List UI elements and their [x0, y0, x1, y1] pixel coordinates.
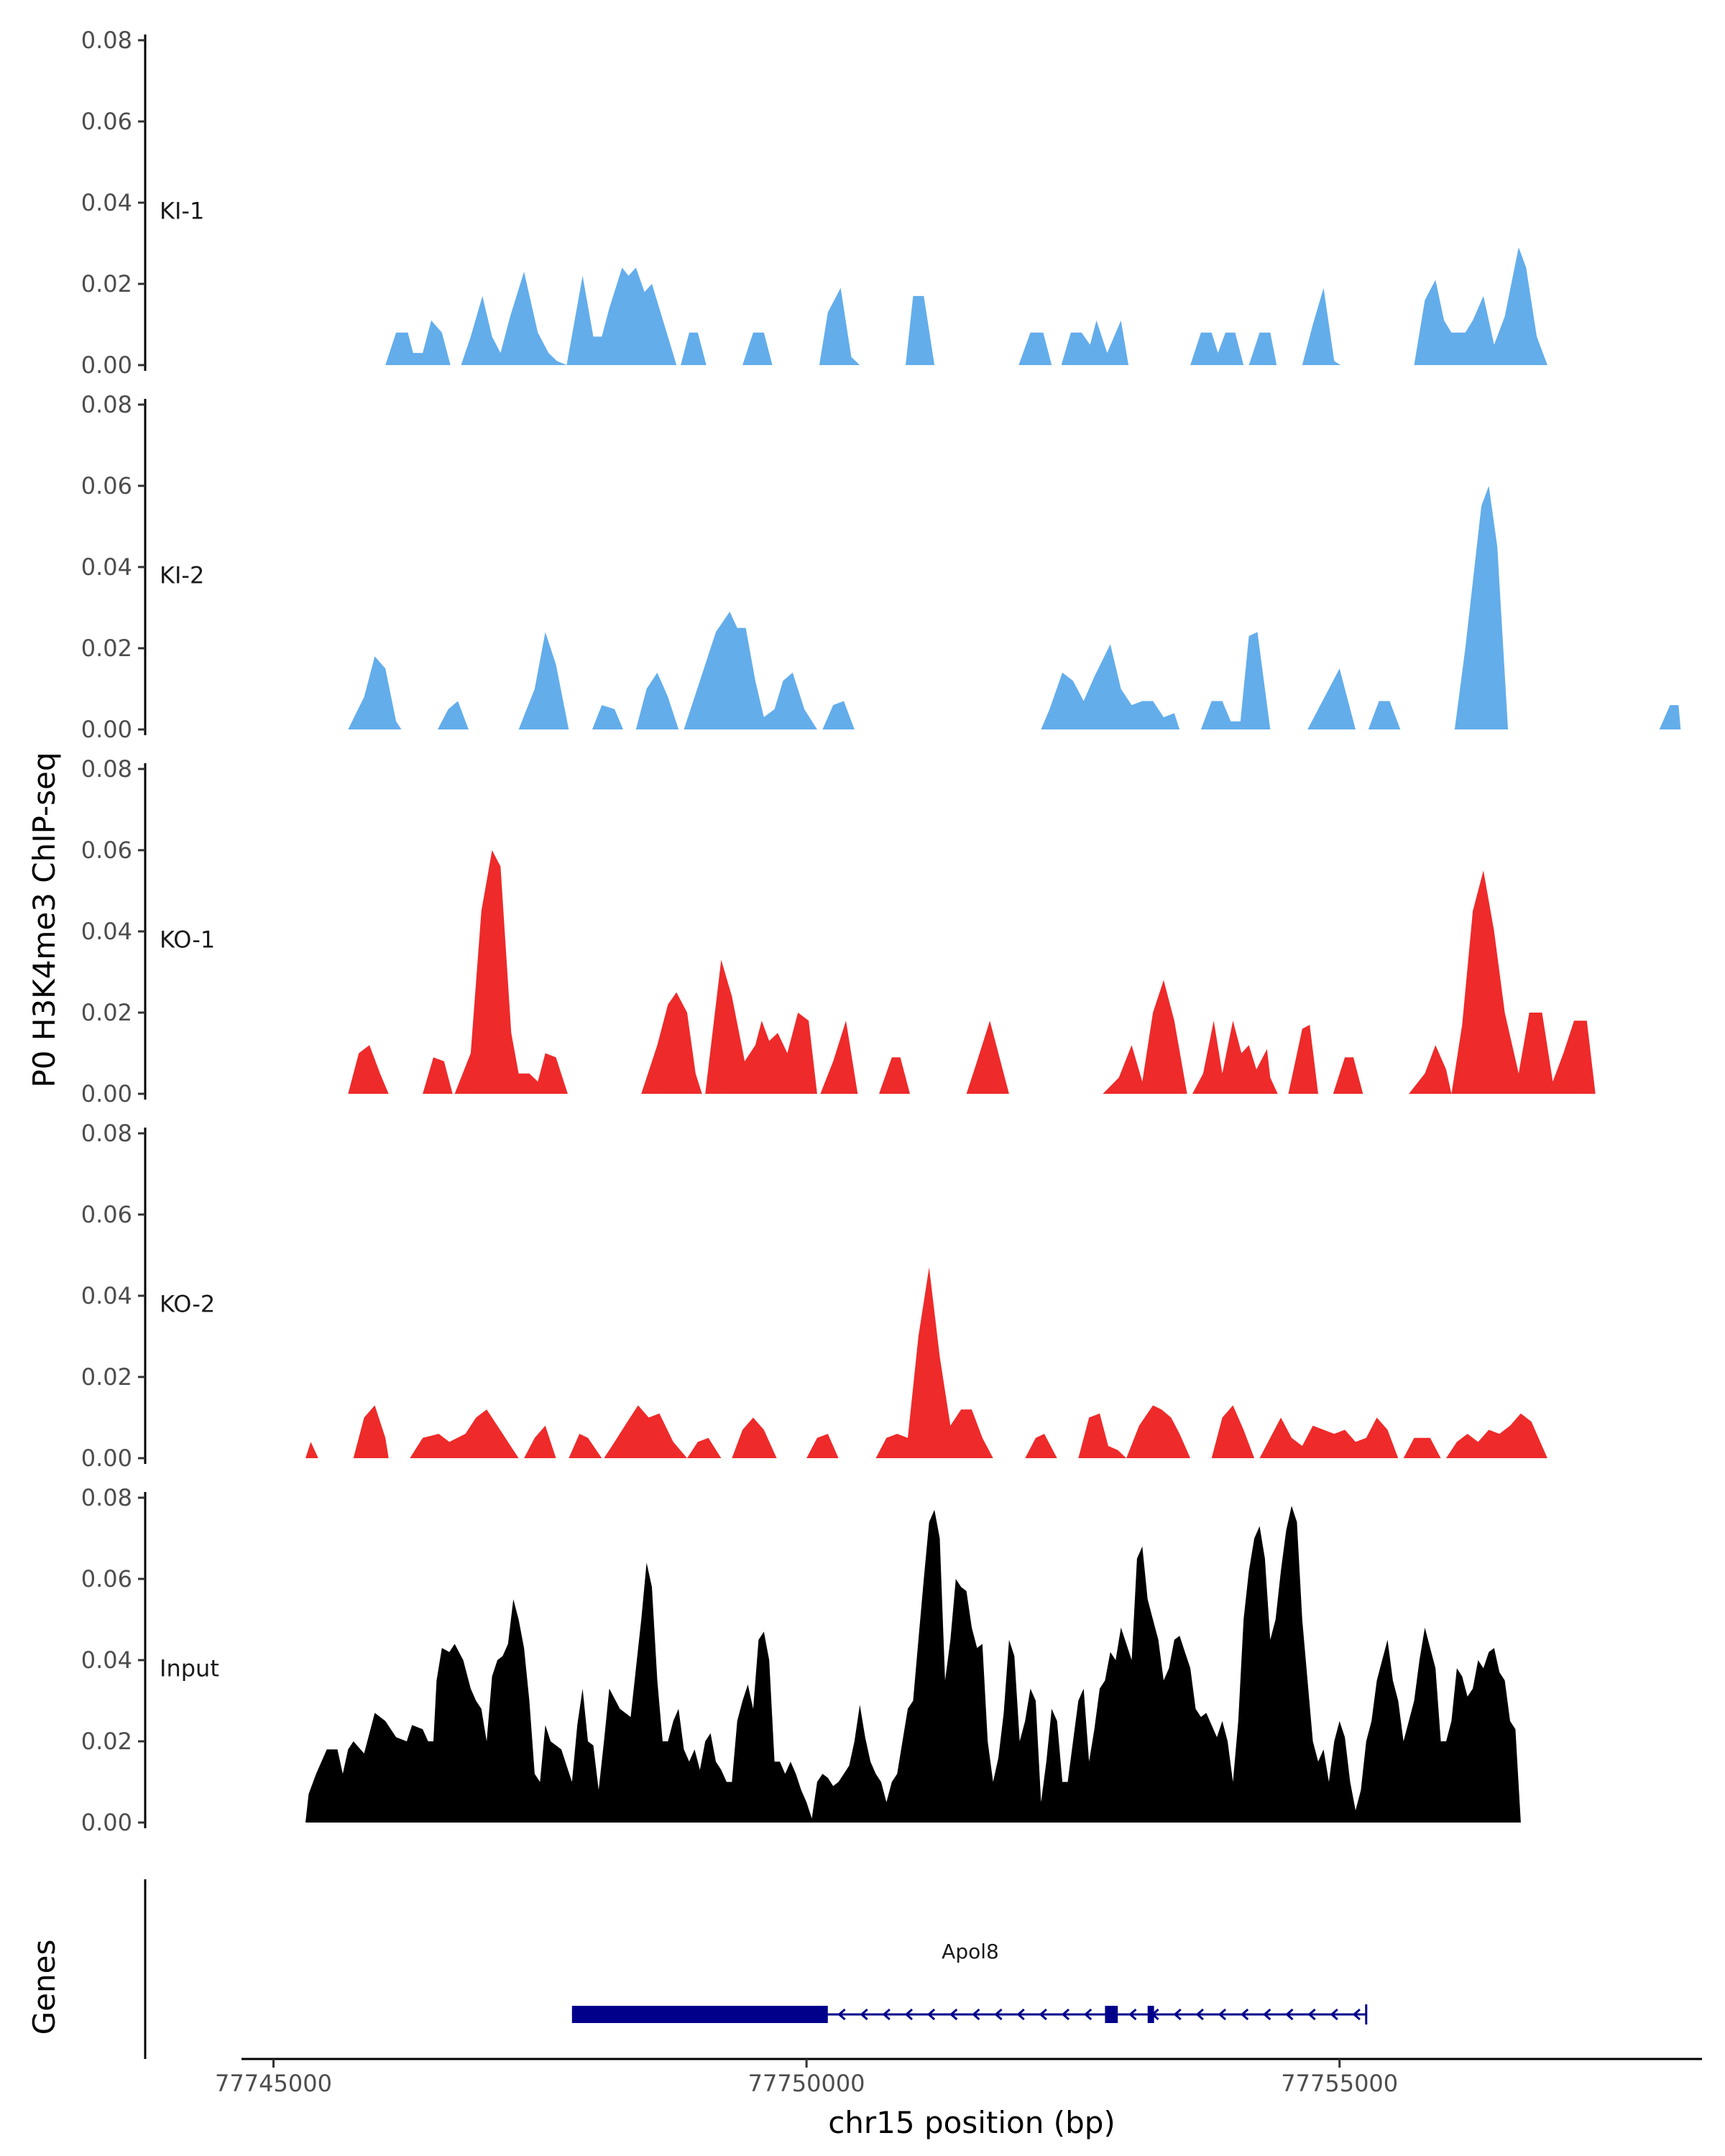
gene-exon — [1105, 2006, 1118, 2023]
y-tick-label: 0.04 — [81, 553, 132, 581]
y-tick-label: 0.06 — [81, 108, 132, 135]
y-axis-title: P0 H3K4me3 ChIP-seq — [27, 752, 62, 1087]
strand-arrow — [1083, 2008, 1092, 2021]
strand-arrow — [837, 2008, 846, 2021]
y-tick-label: 0.08 — [81, 391, 132, 418]
y-tick-label: 0.08 — [81, 27, 132, 54]
strand-arrow — [1352, 2008, 1361, 2021]
track-label-ko-1: KO-1 — [160, 926, 215, 953]
signal-area-ko-1 — [348, 850, 1596, 1094]
y-tick-label: 0.00 — [81, 1445, 132, 1472]
signal-area-ko-2 — [305, 1267, 1547, 1458]
strand-arrow — [1016, 2008, 1025, 2021]
y-tick-label: 0.02 — [81, 1363, 132, 1391]
y-tick-label: 0.08 — [81, 1484, 132, 1511]
strand-arrow — [1061, 2008, 1070, 2021]
track-label-input: Input — [160, 1654, 219, 1682]
strand-arrow — [949, 2008, 958, 2021]
y-tick-label: 0.08 — [81, 1120, 132, 1147]
strand-arrow — [1195, 2008, 1204, 2021]
strand-arrow — [860, 2008, 868, 2021]
y-tick-label: 0.00 — [81, 716, 132, 743]
track-ko-2: 0.00 0.02 0.04 0.06 0.08 KO-2 — [81, 1120, 1547, 1472]
track-ko-1: 0.00 0.02 0.04 0.06 0.08 KO-1 — [81, 755, 1596, 1107]
strand-arrow — [1128, 2008, 1137, 2021]
signal-area-input — [305, 1506, 1521, 1823]
strand-arrow — [1263, 2008, 1271, 2021]
x-axis: 77745000 77750000 77755000 — [215, 2058, 1702, 2097]
tracks-group: 0.00 0.02 0.04 0.06 0.08 KI-1 0.00 0.02 0.04 0.06… — [81, 27, 1681, 1836]
track-label-ko-2: KO-2 — [160, 1290, 215, 1317]
strand-arrow — [994, 2008, 1003, 2021]
y-tick-label: 0.06 — [81, 1565, 132, 1593]
y-tick-label: 0.02 — [81, 1728, 132, 1755]
gene-exon — [571, 2006, 828, 2023]
strand-arrow — [1307, 2008, 1316, 2021]
track-ki-2: 0.00 0.02 0.04 0.06 0.08 KI-2 — [81, 391, 1681, 743]
strand-arrow — [882, 2008, 891, 2021]
y-tick-label: 0.02 — [81, 999, 132, 1026]
y-tick-label: 0.06 — [81, 837, 132, 864]
y-tick-label: 0.00 — [81, 1809, 132, 1836]
gene-model — [571, 2004, 1368, 2024]
gene-name-label: Apol8 — [942, 1940, 999, 1963]
strand-arrow — [1240, 2008, 1249, 2021]
y-tick-label: 0.04 — [81, 918, 132, 945]
gene-track: Genes Apol8 — [27, 1879, 1368, 2059]
y-tick-label: 0.06 — [81, 1201, 132, 1228]
signal-area-ki-1 — [385, 247, 1547, 365]
x-tick-label: 77745000 — [215, 2070, 332, 2097]
track-input: 0.00 0.02 0.04 0.06 0.08 Input — [81, 1484, 1521, 1836]
gene-exon — [1147, 2006, 1154, 2023]
track-ki-1: 0.00 0.02 0.04 0.06 0.08 KI-1 — [81, 27, 1547, 379]
y-tick-label: 0.02 — [81, 635, 132, 662]
strand-arrow — [1330, 2008, 1338, 2021]
y-tick-label: 0.06 — [81, 472, 132, 499]
x-axis-title: chr15 position (bp) — [828, 2105, 1116, 2140]
y-tick-label: 0.04 — [81, 1282, 132, 1309]
strand-arrow — [1285, 2008, 1294, 2021]
track-label-ki-2: KI-2 — [160, 561, 204, 589]
strand-arrow — [1218, 2008, 1227, 2021]
track-label-ki-1: KI-1 — [160, 197, 204, 224]
x-tick-label: 77755000 — [1281, 2070, 1398, 2097]
genes-axis-title: Genes — [27, 1940, 62, 2035]
strand-arrow — [1173, 2008, 1182, 2021]
strand-arrow — [926, 2008, 936, 2021]
strand-arrow — [1039, 2008, 1047, 2021]
strand-arrow — [972, 2008, 980, 2021]
y-tick-label: 0.04 — [81, 1646, 132, 1674]
y-tick-label: 0.00 — [81, 351, 132, 379]
y-tick-label: 0.00 — [81, 1080, 132, 1107]
y-tick-label: 0.08 — [81, 755, 132, 783]
y-tick-label: 0.02 — [81, 270, 132, 298]
x-tick-label: 77750000 — [748, 2070, 865, 2097]
strand-arrow — [904, 2008, 913, 2021]
signal-area-ki-2 — [348, 486, 1681, 729]
y-tick-label: 0.04 — [81, 189, 132, 216]
